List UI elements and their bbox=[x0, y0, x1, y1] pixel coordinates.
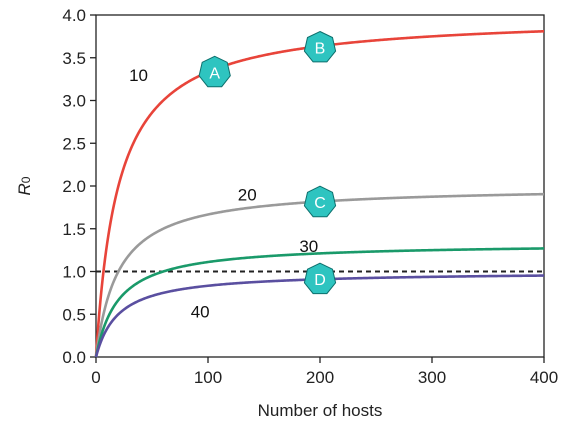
marker-label: D bbox=[314, 272, 326, 289]
x-tick-label: 400 bbox=[530, 368, 558, 387]
y-tick-label: 3.5 bbox=[62, 49, 86, 68]
y-tick-label: 0.5 bbox=[62, 305, 86, 324]
marker-C: C bbox=[304, 186, 335, 217]
y-tick-label: 0.0 bbox=[62, 348, 86, 367]
marker-label: C bbox=[314, 195, 326, 212]
marker-A: A bbox=[199, 56, 230, 86]
marker-B: B bbox=[304, 32, 335, 62]
y-tick-label: 2.0 bbox=[62, 177, 86, 196]
y-tick-label: 3.0 bbox=[62, 92, 86, 111]
y-tick-label: 2.5 bbox=[62, 134, 86, 153]
x-tick-label: 200 bbox=[306, 368, 334, 387]
curve-label-40: 40 bbox=[191, 303, 210, 322]
y-tick-label: 4.0 bbox=[62, 6, 86, 25]
x-tick-label: 100 bbox=[194, 368, 222, 387]
y-axis-title-main: R bbox=[15, 183, 34, 195]
marker-D: D bbox=[304, 263, 335, 293]
x-tick-label: 0 bbox=[91, 368, 100, 387]
curve-label-10: 10 bbox=[129, 66, 148, 85]
marker-label: B bbox=[315, 40, 326, 57]
y-tick-label: 1.5 bbox=[62, 220, 86, 239]
x-axis-title: Number of hosts bbox=[258, 401, 383, 420]
curve-label-20: 20 bbox=[238, 186, 257, 205]
x-tick-label: 300 bbox=[418, 368, 446, 387]
y-axis-title: R0 bbox=[15, 176, 34, 195]
marker-label: A bbox=[209, 65, 220, 82]
y-axis-title-subscript: 0 bbox=[19, 176, 33, 183]
curve-label-30: 30 bbox=[299, 237, 318, 256]
y-tick-label: 1.0 bbox=[62, 263, 86, 282]
